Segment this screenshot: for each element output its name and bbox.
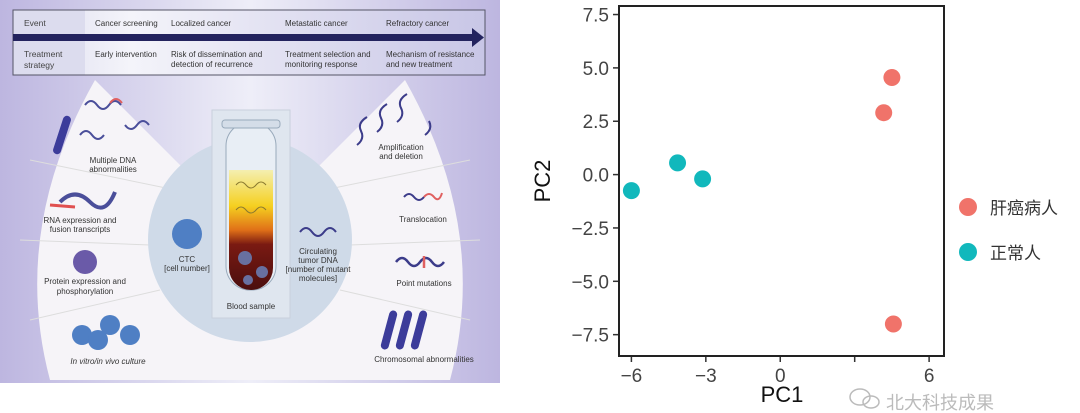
event-label: Event — [24, 18, 46, 28]
data-point — [669, 154, 687, 172]
legend: 肝癌病人 正常人 — [959, 198, 1058, 264]
pca-scatter-chart: 7.5 5.0 2.5 0.0 −2.5 −5.0 −7.5 −6 −3 0 6 PC1 PC2 肝… — [530, 5, 1058, 413]
watermark-text: 北大科技成果 — [886, 393, 994, 413]
y-tick-label: 5.0 — [583, 59, 609, 80]
plot-frame — [618, 5, 945, 357]
strategy-2b: detection of recurrence — [171, 60, 253, 69]
right-item-4: Chromosomal abnormalities — [374, 355, 474, 364]
left-item-3b: phosphorylation — [57, 287, 113, 296]
left-item-3a: Protein expression and — [44, 277, 126, 286]
data-point — [884, 315, 902, 333]
translocation-icon — [403, 192, 443, 201]
strategy-3b: monitoring response — [285, 60, 358, 69]
ctc-cell-icon — [172, 219, 202, 249]
y-tick-label: 7.5 — [583, 6, 609, 27]
right-item-1b: and deletion — [379, 152, 423, 161]
legend-label-liver-cancer: 肝癌病人 — [990, 199, 1058, 219]
y-axis-label: PC2 — [530, 160, 555, 203]
legend-marker-normal — [959, 243, 977, 261]
timeline-arrow — [13, 34, 475, 41]
watermark: 北大科技成果 — [849, 388, 994, 413]
y-tick-label: 2.5 — [583, 112, 609, 133]
dna-helix-icon — [79, 98, 150, 140]
event-3: Metastatic cancer — [285, 19, 348, 28]
rna-icon — [49, 191, 117, 210]
strategy-1: Early intervention — [95, 50, 157, 59]
right-item-2: Translocation — [399, 215, 447, 224]
data-point — [883, 68, 901, 86]
right-item-3: Point mutations — [396, 279, 451, 288]
left-item-1b: abnormalities — [89, 165, 137, 174]
cells-icon — [72, 315, 140, 350]
legend-marker-liver-cancer — [959, 198, 977, 216]
data-point — [694, 170, 712, 188]
tube-label: Blood sample — [227, 302, 276, 311]
legend-label-normal: 正常人 — [990, 244, 1041, 264]
ctc-sublabel: [cell number] — [164, 264, 210, 273]
x-tick-label: 0 — [775, 366, 786, 387]
x-tick-label: −3 — [695, 366, 717, 387]
point-mutation-icon — [395, 256, 445, 268]
right-item-1a: Amplification — [378, 143, 423, 152]
ctdna-label-1: Circulating — [299, 247, 337, 256]
event-2: Localized cancer — [171, 19, 231, 28]
x-axis-label: PC1 — [761, 382, 804, 407]
data-point — [875, 104, 893, 122]
y-tick-label: −2.5 — [571, 219, 609, 240]
ctdna-label-4: molecules] — [299, 274, 337, 283]
protein-icon — [73, 250, 97, 274]
event-4: Refractory cancer — [386, 19, 449, 28]
strategy-label-2: strategy — [24, 60, 55, 70]
y-tick-label: 0.0 — [583, 166, 609, 187]
strategy-2a: Risk of dissemination and — [171, 50, 262, 59]
event-1: Cancer screening — [95, 19, 158, 28]
strategy-4b: and new treatment — [386, 60, 453, 69]
left-item-2a: RNA expression and — [44, 216, 117, 225]
ctdna-helix-icon — [299, 227, 337, 237]
ctdna-label-2: tumor DNA — [298, 256, 338, 265]
y-tick-label: −7.5 — [571, 326, 609, 347]
strategy-3a: Treatment selection and — [285, 50, 371, 59]
x-tick-label: −6 — [621, 366, 643, 387]
left-item-2b: fusion transcripts — [50, 225, 110, 234]
left-item-4: In vitro/in vivo culture — [70, 357, 146, 366]
wechat-icon — [849, 388, 880, 409]
left-item-1a: Multiple DNA — [90, 156, 137, 165]
y-tick-label: −5.0 — [571, 272, 609, 293]
ctc-label: CTC — [179, 255, 196, 264]
amplification-icon — [356, 93, 432, 146]
blood-tube-icon — [221, 119, 281, 291]
ctdna-label-3: [number of mutant — [286, 265, 352, 274]
strategy-label-1: Treatment — [24, 49, 63, 59]
timeline-header: Event Treatment strategy Cancer screenin… — [12, 9, 486, 76]
data-point — [622, 182, 640, 200]
chromosome-icon — [53, 115, 71, 155]
chromosomes-icon — [380, 310, 428, 350]
strategy-4a: Mechanism of resistance — [386, 50, 475, 59]
liquid-biopsy-diagram: Event Treatment strategy Cancer screenin… — [0, 0, 500, 383]
x-tick-label: 6 — [924, 366, 935, 387]
